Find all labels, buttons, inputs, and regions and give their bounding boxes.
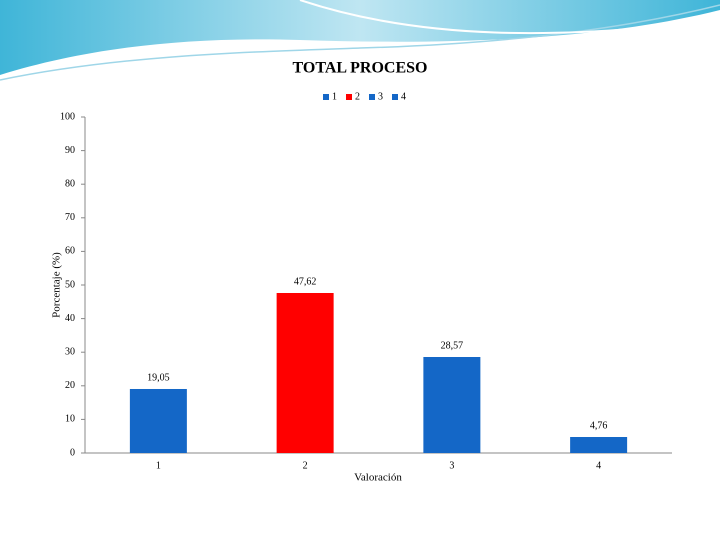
header-wave xyxy=(0,0,720,75)
chart-title: TOTAL PROCESO xyxy=(293,60,428,77)
legend-label: 4 xyxy=(401,91,406,102)
y-tick-label: 10 xyxy=(65,414,75,425)
legend-label: 2 xyxy=(355,91,360,102)
legend-label: 3 xyxy=(378,91,383,102)
y-tick-label: 20 xyxy=(65,380,75,391)
y-tick-label: 100 xyxy=(60,111,75,122)
bar xyxy=(423,357,481,453)
y-axis-title: Porcentaje (%) xyxy=(51,252,63,318)
y-tick-label: 0 xyxy=(70,447,75,458)
bar xyxy=(276,292,334,453)
y-tick-label: 90 xyxy=(65,145,75,156)
y-tick-label: 40 xyxy=(65,313,75,324)
y-tick-label: 70 xyxy=(65,212,75,223)
y-tick-label: 50 xyxy=(65,279,75,290)
y-tick-label: 60 xyxy=(65,246,75,257)
legend-swatch xyxy=(323,94,329,100)
header-wave-line xyxy=(299,0,720,35)
value-label: 19,05 xyxy=(147,372,170,383)
y-tick-label: 80 xyxy=(65,178,75,189)
x-tick-label: 2 xyxy=(303,460,308,471)
value-label: 28,57 xyxy=(441,340,464,351)
header-wave-line xyxy=(0,4,720,81)
legend-swatch xyxy=(392,94,398,100)
x-tick-label: 4 xyxy=(596,460,601,471)
x-tick-label: 1 xyxy=(156,460,161,471)
x-axis-title: Valoración xyxy=(354,472,402,484)
legend-label: 1 xyxy=(332,91,337,102)
value-label: 47,62 xyxy=(294,276,317,287)
value-label: 4,76 xyxy=(590,420,608,431)
bar xyxy=(570,437,628,453)
legend-swatch xyxy=(346,94,352,100)
bar xyxy=(129,388,187,453)
x-tick-label: 3 xyxy=(449,460,454,471)
legend-swatch xyxy=(369,94,375,100)
y-tick-label: 30 xyxy=(65,346,75,357)
